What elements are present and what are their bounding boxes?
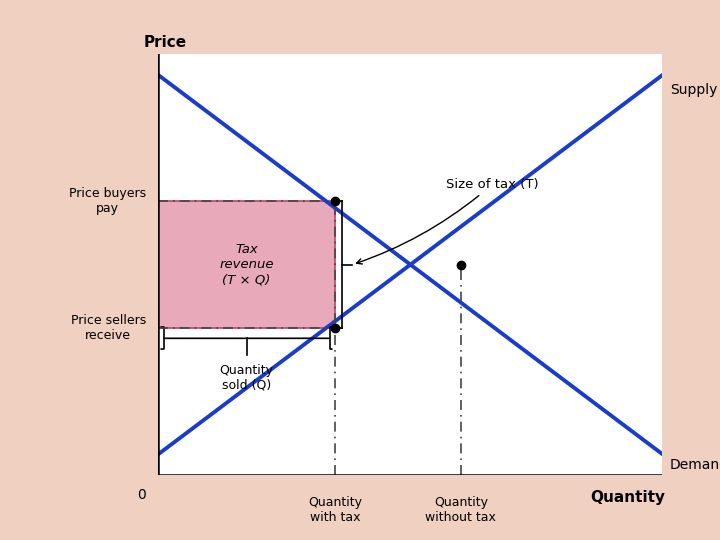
Text: Price sellers
receive: Price sellers receive <box>71 314 145 342</box>
Text: Quantity
with tax: Quantity with tax <box>308 496 362 524</box>
Text: Size of tax (T): Size of tax (T) <box>356 178 539 264</box>
Text: Supply: Supply <box>670 84 717 98</box>
Text: Quantity
sold (Q): Quantity sold (Q) <box>220 363 274 392</box>
Text: Quantity
without tax: Quantity without tax <box>426 496 496 524</box>
Text: Quantity: Quantity <box>590 490 665 505</box>
Text: Tax
revenue
(T × Q): Tax revenue (T × Q) <box>220 243 274 286</box>
Text: 0: 0 <box>137 488 145 502</box>
Text: Demand: Demand <box>670 458 720 472</box>
Bar <box>158 201 335 328</box>
Text: Price buyers
pay: Price buyers pay <box>68 187 145 215</box>
Text: Price: Price <box>143 35 186 50</box>
